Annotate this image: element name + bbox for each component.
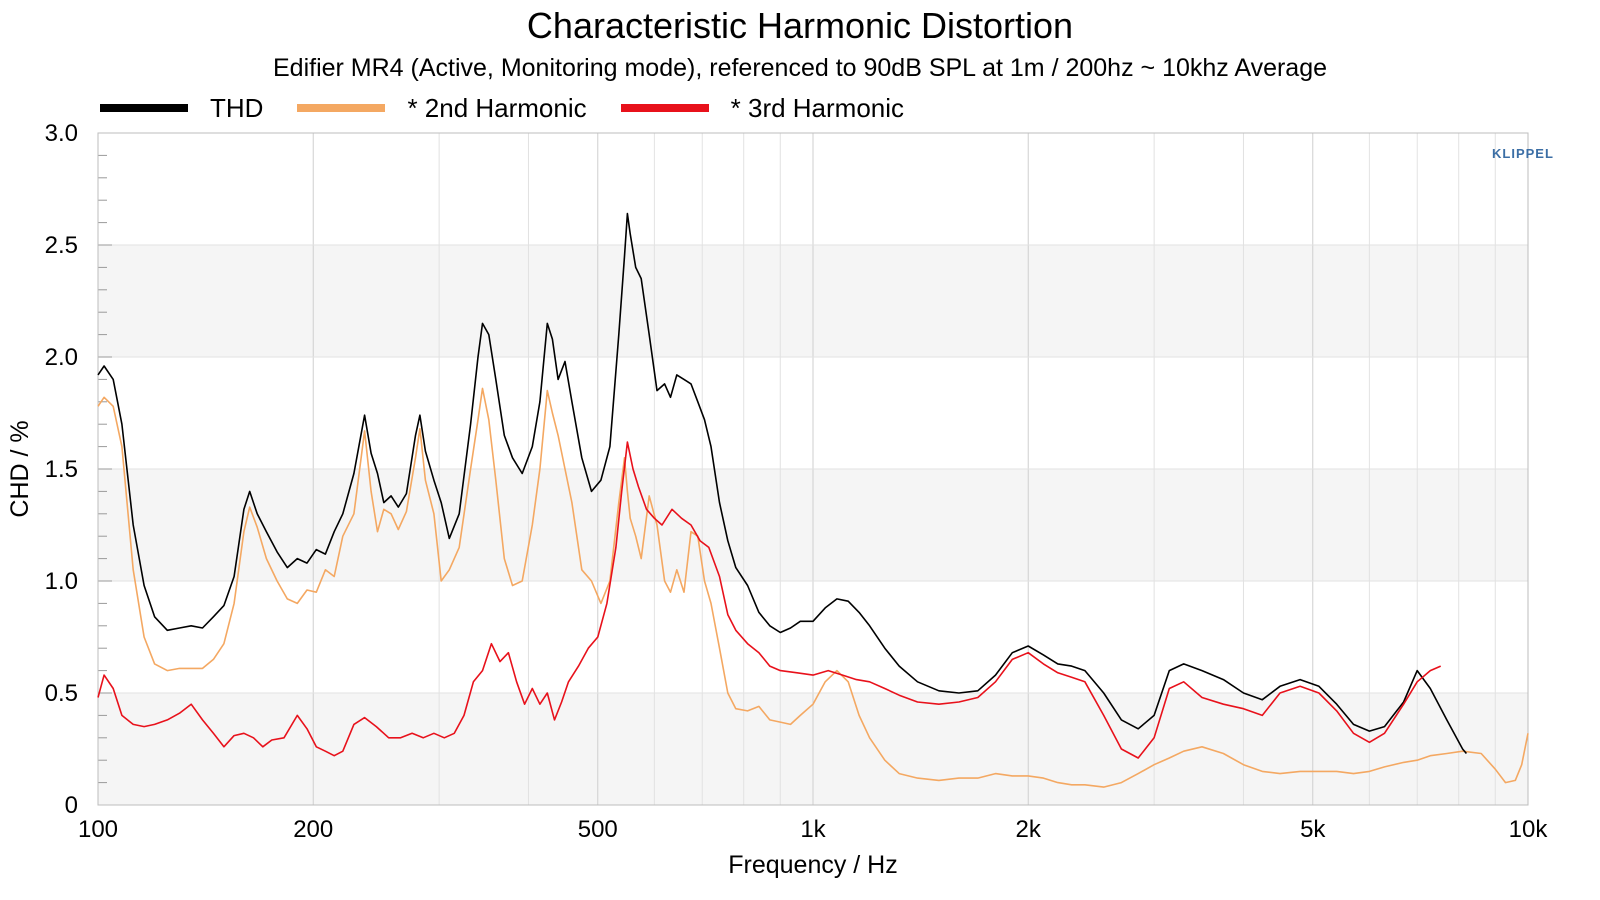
legend-swatch-thd xyxy=(100,104,188,112)
plot-series xyxy=(97,212,1529,788)
x-tick-label: 5k xyxy=(1300,816,1326,843)
chart-title: Characteristic Harmonic Distortion xyxy=(526,5,1074,46)
y-tick-label: 0.5 xyxy=(45,680,78,707)
x-tick-label: 2k xyxy=(1016,816,1042,843)
y-axis-label: CHD / % xyxy=(6,420,34,517)
x-tick-labels: 100 200 500 1k 2k 5k 10k xyxy=(78,816,1548,843)
y-tick-label: 0 xyxy=(65,792,78,819)
chart-legend: THD * 2nd Harmonic * 3rd Harmonic xyxy=(100,92,938,124)
klippel-logo: KLIPPEL xyxy=(1492,146,1554,161)
x-tick-label: 10k xyxy=(1509,816,1549,843)
y-minor-ticks xyxy=(98,154,112,784)
series-line-3rd-harmonic xyxy=(97,441,1442,759)
legend-label-thd: THD xyxy=(210,93,264,123)
x-tick-label: 500 xyxy=(578,816,618,843)
legend-item-2nd-harmonic: * 2nd Harmonic xyxy=(297,93,587,123)
x-tick-label: 100 xyxy=(78,816,118,843)
legend-swatch-3rd-harmonic xyxy=(620,104,709,112)
series-line-thd xyxy=(97,212,1468,755)
legend-item-thd: THD xyxy=(100,93,263,123)
x-tick-label: 1k xyxy=(800,816,826,843)
legend-swatch-2nd-harmonic xyxy=(297,104,386,112)
plot-frame xyxy=(97,132,1529,806)
x-tick-label: 200 xyxy=(293,816,333,843)
x-axis-label: Frequency / Hz xyxy=(728,851,898,879)
y-tick-label: 1.0 xyxy=(45,568,78,595)
y-tick-label: 3.0 xyxy=(45,120,78,147)
y-tick-label: 2.5 xyxy=(45,232,78,259)
y-tick-label: 1.5 xyxy=(45,456,78,483)
series-line-2nd-harmonic xyxy=(97,387,1529,788)
y-tick-label: 2.0 xyxy=(45,344,78,371)
legend-label-2nd-harmonic: * 2nd Harmonic xyxy=(407,93,587,123)
legend-item-3rd-harmonic: * 3rd Harmonic xyxy=(620,93,905,123)
legend-label-3rd-harmonic: * 3rd Harmonic xyxy=(730,93,905,123)
y-tick-labels: 0 0.5 1.0 1.5 2.0 2.5 3.0 xyxy=(45,120,78,819)
chart-subtitle: Edifier MR4 (Active, Monitoring mode), r… xyxy=(272,54,1328,82)
